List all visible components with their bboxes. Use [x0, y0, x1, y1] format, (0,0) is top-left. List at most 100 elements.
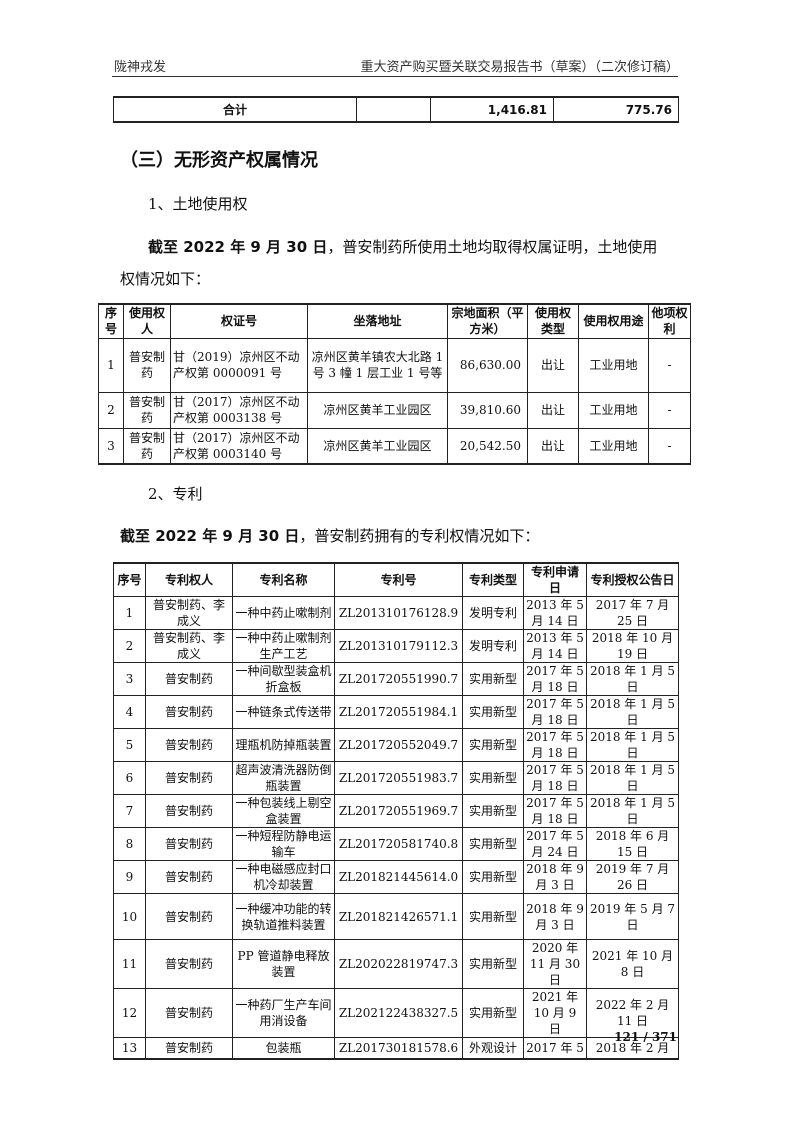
header-divider	[112, 76, 678, 77]
patent-intro-text: ，普安制药拥有的专利权情况如下：	[299, 527, 540, 545]
column-header: 坐落地址	[307, 303, 448, 339]
table-row: 3 普安制药 甘（2017）凉州区不动产权第 0003140 号凉州区黄羊工业园区 2…	[98, 427, 691, 465]
table-cell: ZL201720552049.7	[334, 728, 463, 762]
table-cell: 一种电磁感应封口机冷却装置	[232, 860, 335, 894]
patent-intro: 截至 2022 年 9 月 30 日，普安制药拥有的专利权情况如下：	[120, 525, 539, 546]
table-cell: 一种中药止嗽制剂	[232, 596, 335, 630]
column-header: 使用权人	[123, 303, 171, 339]
table-cell: 实用新型	[462, 860, 524, 894]
table-row: 1 普安制药、李成义 一种中药止嗽制剂 ZL201310176128.9 发明专利 201…	[113, 596, 679, 630]
table-cell: 甘（2019）凉州区不动产权第 0000091 号	[170, 337, 308, 393]
table-cell: 11	[113, 939, 146, 989]
column-header: 使用权用途	[578, 303, 649, 339]
column-header: 序号	[113, 562, 146, 597]
table-cell: 2018 年 1 月 5 日	[586, 728, 679, 762]
table-cell: 2018 年 9 月 3 日	[523, 893, 587, 940]
table-cell: 12	[113, 988, 146, 1038]
table-cell: 普安制药	[145, 662, 233, 696]
table-cell: 普安制药	[145, 1037, 233, 1059]
table-row: 4 普安制药 一种链条式传送带 ZL201720551984.1 实用新型 2017 年 …	[113, 695, 679, 729]
total-value-2: 775.76	[553, 96, 679, 123]
table-cell: 2018 年 1 月 5 日	[586, 761, 679, 795]
table-cell: ZL201310179112.3	[334, 629, 463, 663]
table-cell: 2	[113, 629, 146, 663]
column-header: 使用权类型	[527, 303, 579, 339]
table-cell: 实用新型	[462, 761, 524, 795]
table-cell: 普安制药	[123, 337, 171, 393]
table-cell: 凉州区黄羊工业园区	[307, 391, 448, 429]
table-cell: 2018 年 1 月 5 日	[586, 695, 679, 729]
table-cell: 2019 年 5 月 7 日	[586, 893, 679, 940]
patent-heading: 2、专利	[148, 485, 203, 503]
column-header: 专利授权公告日	[586, 562, 679, 597]
patent-intro-date: 截至 2022 年 9 月 30 日	[120, 527, 300, 545]
table-cell: 2018 年 9 月 3 日	[523, 860, 587, 894]
column-header: 专利权人	[145, 562, 233, 597]
total-blank	[356, 96, 431, 123]
table-cell: 实用新型	[462, 662, 524, 696]
table-cell: ZL201720551990.7	[334, 662, 463, 696]
total-label: 合计	[113, 96, 357, 123]
table-cell: 8	[113, 827, 146, 861]
table-cell: 6	[113, 761, 146, 795]
table-cell: -	[648, 337, 691, 393]
table-cell: 普安制药	[145, 827, 233, 861]
table-cell: 1	[98, 337, 124, 393]
header-right: 重大资产购买暨关联交易报告书（草案）（二次修订稿）	[360, 60, 679, 75]
table-cell: 工业用地	[578, 427, 649, 465]
table-row: 7 普安制药 一种包装线上剔空盒装置 ZL201720551969.7 实用新型 2017…	[113, 794, 679, 828]
table-row: 1 普安制药 甘（2019）凉州区不动产权第 0000091 号凉州区黄羊镇农大北路…	[98, 337, 691, 393]
table-cell: 普安制药	[145, 860, 233, 894]
table-cell: 2018 年 2 月	[586, 1037, 679, 1059]
table-row: 10 普安制药 一种缓冲功能的转换轨道推料装置 ZL201821426571.1 实用新…	[113, 893, 679, 940]
table-cell: ZL202122438327.5	[334, 988, 463, 1038]
table-cell: ZL201821445614.0	[334, 860, 463, 894]
column-header: 专利申请日	[523, 562, 587, 597]
header-row: 序号 专利权人 专利名称 专利号 专利类型 专利申请日 专利授权公告日	[113, 562, 679, 597]
section-title: （三）无形资产权属情况	[120, 150, 318, 171]
table-cell: 2	[98, 391, 124, 429]
table-cell: 实用新型	[462, 893, 524, 940]
table-cell: 普安制药	[145, 695, 233, 729]
table-cell: 普安制药、李成义	[145, 596, 233, 630]
table-cell: 出让	[527, 391, 579, 429]
table-row: 11 普安制药 PP 管道静电释放装置 ZL202022819747.3 实用新型 202…	[113, 939, 679, 989]
table-cell: 普安制药	[145, 761, 233, 795]
table-cell: PP 管道静电释放装置	[232, 939, 335, 989]
table-row: 2 普安制药、李成义 一种中药止嗽制剂生产工艺 ZL201310179112.3 发明专…	[113, 629, 679, 663]
table-cell: 10	[113, 893, 146, 940]
table-cell: 发明专利	[462, 629, 524, 663]
table-cell: 2021 年 10 月 8 日	[586, 939, 679, 989]
table-row: 8 普安制药 一种短程防静电运输车 ZL201720581740.8 实用新型 2017 …	[113, 827, 679, 861]
table-cell: -	[648, 391, 691, 429]
table-cell: 包装瓶	[232, 1037, 335, 1059]
table-cell: 2018 年 10 月 19 日	[586, 629, 679, 663]
land-intro-text: ，普安制药所使用土地均取得权属证明，土地使用	[327, 238, 658, 256]
table-cell: 一种药厂生产车间用消设备	[232, 988, 335, 1038]
table-cell: 一种链条式传送带	[232, 695, 335, 729]
total-table: 合计 1,416.81 775.76	[113, 96, 679, 123]
table-cell: 实用新型	[462, 988, 524, 1038]
header-left: 陇神戎发	[114, 60, 167, 75]
table-cell: 普安制药	[145, 893, 233, 940]
table-cell: 外观设计	[462, 1037, 524, 1059]
table-cell: 2013 年 5 月 14 日	[523, 629, 587, 663]
column-header: 专利号	[334, 562, 463, 597]
table-cell: 3	[113, 662, 146, 696]
table-row: 6 普安制药 超声波清洗器防倒瓶装置 ZL201720551983.7 实用新型 2017…	[113, 761, 679, 795]
table-cell: 出让	[527, 337, 579, 393]
table-cell: ZL201821426571.1	[334, 893, 463, 940]
table-cell: 2017 年 5 月 18 日	[523, 728, 587, 762]
table-cell: 理瓶机防掉瓶装置	[232, 728, 335, 762]
table-cell: 9	[113, 860, 146, 894]
table-cell: ZL201720551984.1	[334, 695, 463, 729]
table-cell: 实用新型	[462, 939, 524, 989]
table-cell: 普安制药	[123, 391, 171, 429]
table-cell: 甘（2017）凉州区不动产权第 0003138 号	[170, 391, 308, 429]
table-cell: 普安制药	[145, 794, 233, 828]
table-cell: 5	[113, 728, 146, 762]
table-row: 12 普安制药 一种药厂生产车间用消设备 ZL202122438327.5 实用新型 20…	[113, 988, 679, 1038]
table-cell: 2017 年 5 月 18 日	[523, 794, 587, 828]
table-row: 5 普安制药 理瓶机防掉瓶装置 ZL201720552049.7 实用新型 2017 年 …	[113, 728, 679, 762]
